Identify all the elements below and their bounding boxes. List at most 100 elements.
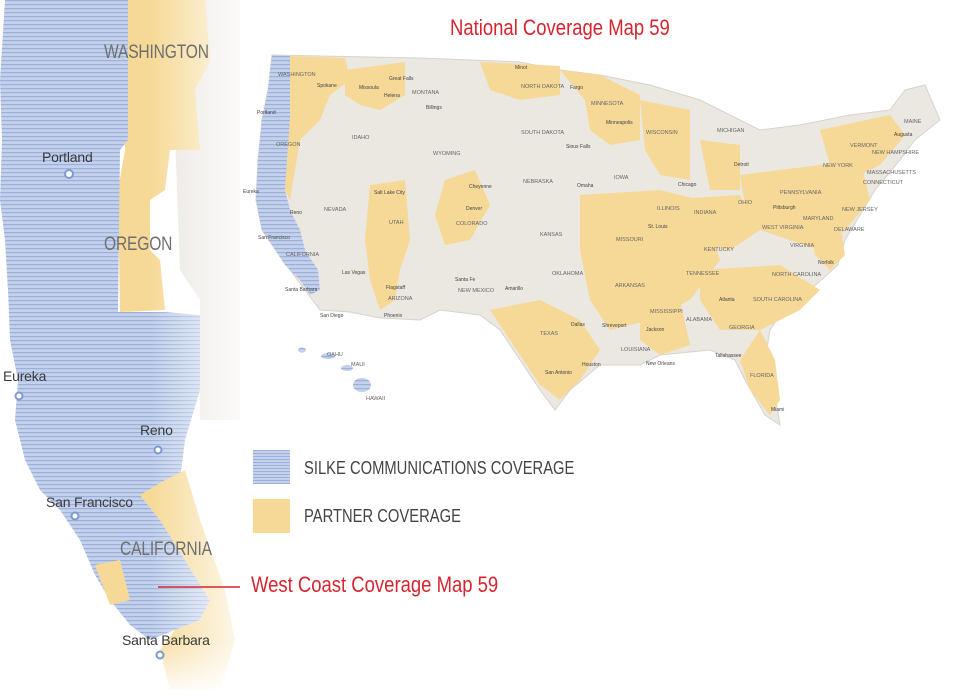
nat-state-maine: MAINE — [904, 119, 922, 125]
west-coast-map-title: West Coast Coverage Map 59 — [251, 572, 499, 597]
nat-city-missoula: Missoula — [359, 85, 379, 91]
nat-state-oklahoma: OKLAHOMA — [552, 271, 584, 277]
nat-state-north-carolina: NORTH CAROLINA — [772, 272, 822, 278]
nat-state-mississippi: MISSISSIPPI — [650, 309, 683, 315]
nat-state-new-mexico: NEW MEXICO — [458, 288, 495, 294]
nat-state-louisiana: LOUISIANA — [621, 347, 651, 353]
city-label-reno: Reno — [140, 422, 173, 438]
nat-city-san-francisco: San Francisco — [258, 235, 290, 241]
nat-state-michigan: MICHIGAN — [717, 128, 745, 134]
nat-state-arkansas: ARKANSAS — [615, 283, 645, 289]
west-city-markers — [14, 169, 165, 660]
nat-state-missouri: MISSOURI — [616, 237, 644, 243]
nat-state-oregon: OREGON — [276, 142, 301, 148]
nat-city-fargo: Fargo — [570, 85, 584, 91]
nat-city-las-vegas: Las Vegas — [342, 270, 366, 276]
nat-state-florida: FLORIDA — [750, 373, 774, 379]
nat-city-minot: Minot — [515, 65, 528, 71]
nat-city-pittsburgh: Pittsburgh — [773, 205, 796, 211]
nat-city-san-antonio: San Antonio — [545, 370, 572, 376]
nat-city-billings: Billings — [426, 105, 442, 111]
nat-state-indiana: INDIANA — [694, 210, 717, 216]
nat-state-arizona: ARIZONA — [388, 296, 413, 302]
hawaii-islands — [298, 347, 371, 392]
nat-city-reno: Reno — [290, 210, 302, 216]
nat-city-santa-fe: Santa Fe — [455, 277, 476, 283]
city-label-san-francisco: San Francisco — [46, 494, 133, 510]
nat-label-maui: MAUI — [351, 362, 365, 368]
nat-city-houston: Houston — [582, 362, 601, 368]
nat-city-flagstaff: Flagstaff — [386, 285, 406, 291]
nat-state-california: CALIFORNIA — [286, 252, 320, 258]
nat-state-massachusetts: MASSACHUSETTS — [867, 170, 916, 176]
nat-city-minneapolis: Minneapolis — [606, 120, 633, 126]
nat-state-kansas: KANSAS — [540, 232, 563, 238]
nat-city-st-louis: St. Louis — [648, 224, 668, 230]
nat-state-iowa: IOWA — [614, 175, 629, 181]
nat-state-utah: UTAH — [389, 220, 404, 226]
nat-city-salt-lake-city: Salt Lake City — [374, 190, 405, 196]
nat-state-nebraska: NEBRASKA — [523, 179, 553, 185]
nat-city-norfolk: Norfolk — [818, 260, 834, 266]
legend-swatch-partner — [253, 499, 290, 533]
nat-state-west-virginia: WEST VIRGINIA — [762, 225, 804, 231]
nat-state-new-jersey: NEW JERSEY — [842, 207, 878, 213]
nat-state-georgia: GEORGIA — [729, 325, 755, 331]
state-label-washington: WASHINGTON — [104, 42, 209, 63]
nat-city-augusta: Augusta — [894, 132, 913, 138]
nat-state-wyoming: WYOMING — [433, 151, 461, 157]
nat-city-phoenix: Phoenix — [384, 313, 403, 319]
nat-state-delaware: DELAWARE — [834, 227, 865, 233]
nat-label-hawaii: HAWAII — [366, 396, 386, 402]
nat-city-omaha: Omaha — [577, 183, 594, 189]
nat-city-amarillo: Amarillo — [505, 286, 524, 292]
city-label-santa-barbara: Santa Barbara — [122, 632, 210, 648]
nat-state-new-hampshire: NEW HAMPSHIRE — [872, 150, 920, 156]
nat-city-denver: Denver — [466, 206, 483, 212]
nat-city-helena: Helena — [384, 93, 400, 99]
state-label-oregon: OREGON — [104, 234, 173, 255]
nat-state-south-dakota: SOUTH DAKOTA — [521, 130, 564, 136]
nat-city-atlanta: Atlanta — [719, 297, 735, 303]
nat-state-nevada: NEVADA — [324, 207, 347, 213]
legend-label-partner: PARTNER COVERAGE — [304, 506, 461, 526]
national-silke-coverage — [256, 55, 320, 295]
nat-state-alabama: ALABAMA — [686, 317, 712, 323]
nat-city-miami: Miami — [771, 407, 785, 413]
nat-state-pennsylvania: PENNSYLVANIA — [780, 190, 822, 196]
nat-city-sioux-falls: Sioux Falls — [566, 144, 591, 150]
nat-city-chicago: Chicago — [678, 182, 697, 188]
nat-state-montana: MONTANA — [412, 90, 440, 96]
nat-state-illinois: ILLINOIS — [657, 206, 680, 212]
nat-state-washington: WASHINGTON — [278, 72, 316, 78]
nat-state-idaho: IDAHO — [352, 135, 370, 141]
nat-city-dallas: Dallas — [571, 322, 585, 328]
nat-state-wisconsin: WISCONSIN — [646, 130, 678, 136]
city-label-portland: Portland — [42, 149, 93, 165]
nat-city-shreveport: Shreveport — [602, 323, 627, 329]
nat-state-south-carolina: SOUTH CAROLINA — [753, 297, 802, 303]
nat-state-north-dakota: NORTH DAKOTA — [521, 84, 565, 90]
legend-swatch-silke — [253, 450, 290, 484]
nat-state-kentucky: KENTUCKY — [704, 247, 734, 253]
legend-label-silke: SILKE COMMUNICATIONS COVERAGE — [304, 458, 575, 478]
national-partner-coverage — [285, 56, 905, 415]
national-map-title: National Coverage Map 59 — [450, 15, 670, 40]
nat-state-tennessee: TENNESSEE — [686, 271, 720, 277]
nat-city-spokane: Spokane — [317, 83, 337, 89]
nat-state-vermont: VERMONT — [850, 143, 878, 149]
nat-city-new-orleans: New Orleans — [646, 361, 675, 367]
nat-city-tallahassee: Tallahassee — [715, 353, 742, 359]
nat-city-great-falls: Great Falls — [389, 76, 414, 82]
nat-city-santa-barbara: Santa Barbara — [285, 287, 318, 293]
nat-label-oahu: OAHU — [327, 352, 343, 358]
nat-state-maryland: MARYLAND — [803, 216, 834, 222]
state-label-california: CALIFORNIA — [120, 539, 212, 560]
city-label-eureka: Eureka — [3, 368, 47, 384]
nat-state-minnesota: MINNESOTA — [591, 101, 624, 107]
nat-city-portland: Portland — [257, 110, 276, 116]
nat-city-cheyenne: Cheyenne — [469, 184, 492, 190]
nat-state-connecticut: CONNECTICUT — [863, 180, 904, 186]
nat-state-new-york: NEW YORK — [823, 163, 853, 169]
